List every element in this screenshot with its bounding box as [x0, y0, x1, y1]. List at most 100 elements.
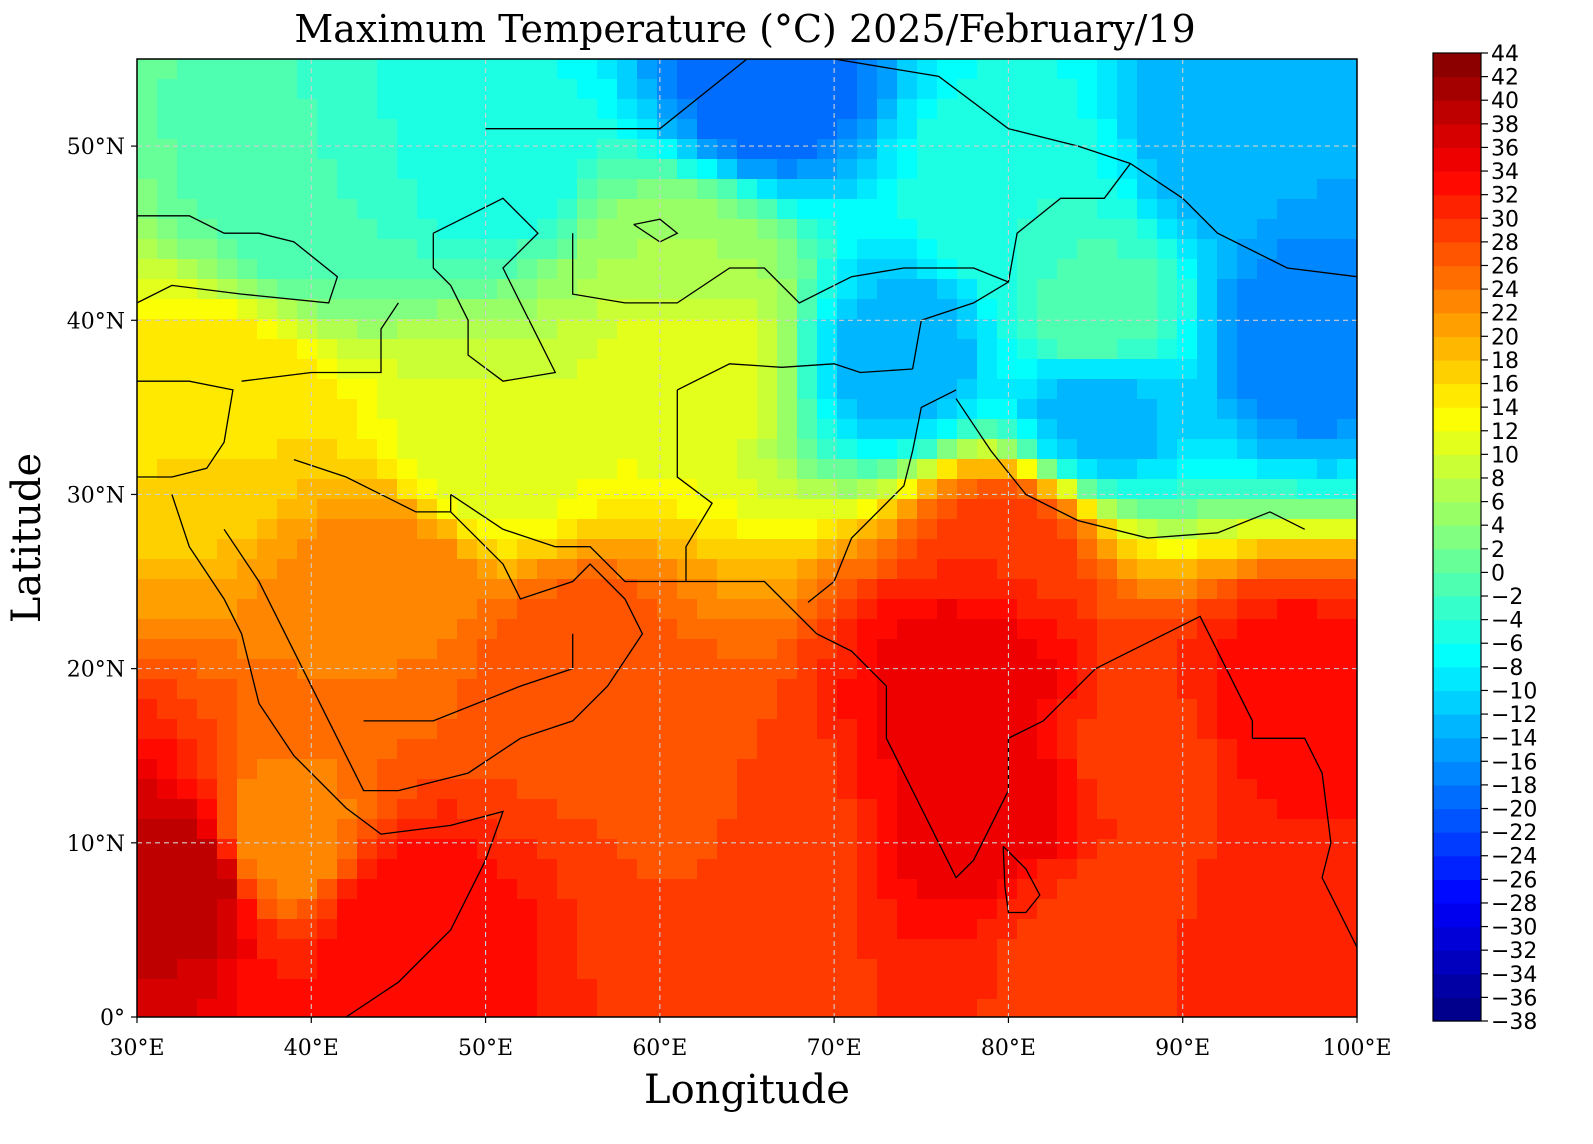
field-cell — [197, 679, 218, 700]
field-cell — [677, 999, 698, 1017]
field-cell — [157, 459, 178, 480]
field-cell — [937, 679, 958, 700]
field-cell — [1317, 419, 1338, 440]
field-cell — [557, 919, 578, 940]
field-cell — [357, 479, 378, 500]
field-cell — [457, 279, 478, 300]
field-cell — [757, 179, 778, 200]
field-cell — [817, 659, 838, 680]
colorbar-tick-label: −22 — [1491, 821, 1537, 846]
field-cell — [1217, 599, 1238, 620]
field-cell — [1137, 819, 1158, 840]
field-cell — [777, 159, 798, 180]
field-cell — [1037, 619, 1058, 640]
field-cell — [257, 639, 278, 660]
field-cell — [157, 219, 178, 240]
field-cell — [1197, 319, 1218, 340]
field-cell — [1137, 459, 1158, 480]
field-cell — [617, 579, 638, 600]
field-cell — [557, 479, 578, 500]
field-cell — [457, 979, 478, 1000]
field-cell — [317, 659, 338, 680]
field-cell — [317, 859, 338, 880]
field-cell — [1037, 99, 1058, 120]
field-cell — [637, 179, 658, 200]
field-cell — [1277, 839, 1298, 860]
field-cell — [1317, 699, 1338, 720]
field-cell — [177, 159, 198, 180]
field-cell — [637, 459, 658, 480]
field-cell — [837, 799, 858, 820]
field-cell — [717, 239, 738, 260]
field-cell — [1057, 59, 1078, 80]
field-cell — [857, 499, 878, 520]
field-cell — [997, 59, 1018, 80]
field-cell — [237, 219, 258, 240]
field-cell — [417, 799, 438, 820]
field-cell — [717, 999, 738, 1017]
field-cell — [297, 999, 318, 1017]
colorbar-swatch — [1433, 241, 1481, 267]
field-cell — [317, 279, 338, 300]
field-cell — [1317, 579, 1338, 600]
field-cell — [1197, 519, 1218, 540]
lon-tick-label: 50°E — [458, 1036, 513, 1061]
field-cell — [1257, 899, 1278, 920]
field-cell — [977, 419, 998, 440]
field-cell — [1217, 839, 1238, 860]
field-cell — [1177, 819, 1198, 840]
field-cell — [497, 59, 518, 80]
field-cell — [137, 159, 158, 180]
field-cell — [1057, 439, 1078, 460]
field-cell — [1197, 159, 1218, 180]
field-cell — [497, 139, 518, 160]
field-cell — [737, 239, 758, 260]
field-cell — [537, 599, 558, 620]
field-cell — [757, 599, 778, 620]
map-frame — [136, 58, 1358, 1018]
field-cell — [757, 79, 778, 100]
field-cell — [537, 699, 558, 720]
field-cell — [197, 899, 218, 920]
field-cell — [637, 59, 658, 80]
field-cell — [297, 599, 318, 620]
field-cell — [337, 339, 358, 360]
field-cell — [937, 939, 958, 960]
field-cell — [797, 579, 818, 600]
field-cell — [957, 399, 978, 420]
field-cell — [197, 579, 218, 600]
field-cell — [1277, 699, 1298, 720]
field-cell — [837, 579, 858, 600]
field-cell — [1137, 739, 1158, 760]
field-cell — [977, 659, 998, 680]
field-cell — [837, 759, 858, 780]
field-cell — [897, 319, 918, 340]
field-cell — [1037, 179, 1058, 200]
field-cell — [397, 159, 418, 180]
field-cell — [497, 99, 518, 120]
field-cell — [837, 439, 858, 460]
field-cell — [517, 899, 538, 920]
field-cell — [1137, 959, 1158, 980]
field-cell — [1257, 79, 1278, 100]
field-cell — [297, 359, 318, 380]
field-cell — [897, 619, 918, 640]
field-cell — [917, 299, 938, 320]
field-cell — [877, 999, 898, 1017]
field-cell — [777, 839, 798, 860]
field-cell — [157, 799, 178, 820]
field-cell — [397, 999, 418, 1017]
field-cell — [757, 359, 778, 380]
field-cell — [817, 419, 838, 440]
field-cell — [737, 919, 758, 940]
field-cell — [877, 159, 898, 180]
field-cell — [1037, 139, 1058, 160]
field-cell — [397, 79, 418, 100]
field-cell — [1037, 459, 1058, 480]
field-cell — [1137, 119, 1158, 140]
field-cell — [957, 319, 978, 340]
field-cell — [817, 799, 838, 820]
field-cell — [1217, 119, 1238, 140]
field-cell — [757, 659, 778, 680]
